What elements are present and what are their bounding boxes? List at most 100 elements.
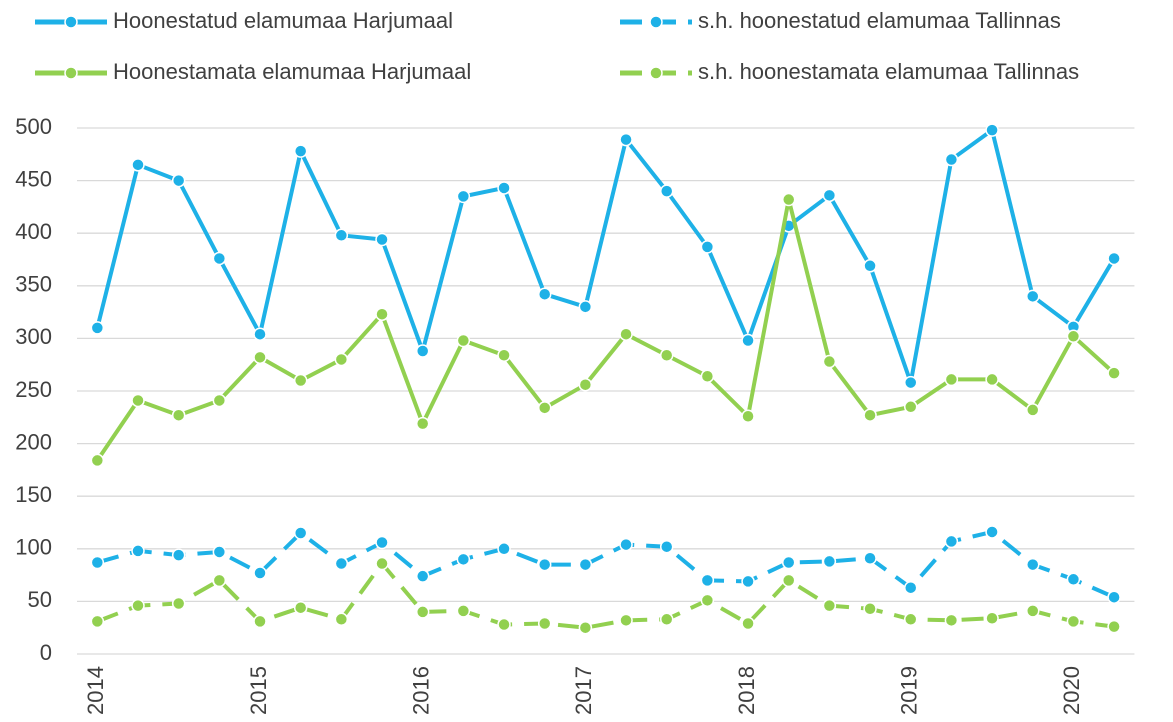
line (96, 561, 1115, 630)
point (375, 535, 389, 550)
y-tick-label: 200 (15, 429, 52, 454)
line (95, 128, 1116, 385)
point (456, 333, 471, 348)
x-tick-label: 2018 (734, 666, 759, 715)
point (293, 144, 308, 158)
point (90, 614, 105, 629)
y-tick-label: 400 (15, 219, 52, 244)
x-tick-label: 2015 (246, 666, 271, 715)
point (1107, 619, 1121, 634)
y-tick-label: 150 (15, 482, 52, 507)
point (131, 544, 145, 558)
point (1066, 614, 1081, 629)
line (95, 197, 1116, 462)
point (456, 552, 471, 567)
point (171, 408, 186, 422)
point (456, 189, 471, 204)
point (578, 557, 593, 572)
point (863, 259, 877, 273)
point (293, 600, 308, 615)
point (131, 598, 145, 613)
point (497, 542, 511, 556)
point (131, 158, 145, 172)
point (212, 545, 227, 559)
point (1025, 557, 1040, 572)
point (741, 333, 755, 348)
point (903, 400, 918, 414)
point (334, 352, 349, 367)
legend-marker (649, 66, 663, 80)
point (903, 612, 918, 627)
point (415, 569, 430, 583)
point (131, 393, 145, 408)
point (619, 327, 633, 341)
x-tick-label: 2017 (571, 666, 596, 715)
legend-marker (64, 15, 78, 29)
point (375, 232, 389, 247)
point (253, 566, 267, 580)
point (822, 598, 837, 613)
point (700, 573, 715, 588)
x-tick-label: 2019 (897, 666, 922, 715)
point (659, 539, 674, 554)
point (334, 228, 349, 243)
point (985, 611, 999, 625)
legend-label: Hoonestatud elamumaa Harjumaal (113, 8, 453, 33)
point (863, 551, 877, 566)
point (253, 327, 267, 341)
point (334, 556, 349, 571)
y-tick-label: 50 (28, 587, 52, 612)
point (741, 574, 755, 589)
point (985, 372, 999, 387)
point (1066, 572, 1081, 587)
x-tick-label: 2020 (1059, 666, 1084, 715)
point (944, 152, 959, 167)
point (863, 602, 877, 616)
x-tick-label: 2014 (83, 666, 108, 715)
point (1107, 590, 1121, 604)
y-tick-label: 100 (15, 535, 52, 560)
point (863, 408, 877, 422)
point (456, 604, 471, 618)
point (944, 372, 959, 387)
point (619, 132, 633, 147)
point (1066, 329, 1081, 344)
y-tick-label: 500 (15, 114, 52, 139)
point (253, 350, 267, 365)
point (1107, 251, 1121, 266)
point (700, 593, 715, 608)
point (497, 181, 511, 195)
legend-marker (64, 66, 78, 80)
point (497, 348, 511, 362)
point (781, 573, 796, 588)
point (578, 620, 593, 635)
point (822, 554, 837, 569)
point (619, 537, 633, 552)
point (537, 616, 552, 631)
point (985, 525, 999, 539)
point (253, 614, 267, 629)
legend-label: Hoonestamata elamumaa Harjumaal (113, 59, 471, 84)
point (619, 613, 633, 628)
point (985, 123, 999, 137)
point (741, 409, 755, 423)
point (1025, 604, 1040, 618)
point (537, 287, 552, 301)
point (578, 300, 593, 314)
point (90, 555, 105, 570)
point (212, 393, 227, 408)
point (537, 401, 552, 415)
point (700, 240, 715, 254)
point (171, 173, 186, 188)
legend-label: s.h. hoonestatud elamumaa Tallinnas (698, 8, 1061, 33)
legend-marker (649, 15, 663, 29)
point (659, 348, 674, 362)
point (537, 557, 552, 572)
point (293, 526, 308, 540)
point (375, 307, 389, 321)
point (903, 580, 918, 595)
y-tick-label: 450 (15, 166, 52, 191)
y-tick-label: 0 (40, 640, 52, 665)
point (171, 548, 186, 562)
